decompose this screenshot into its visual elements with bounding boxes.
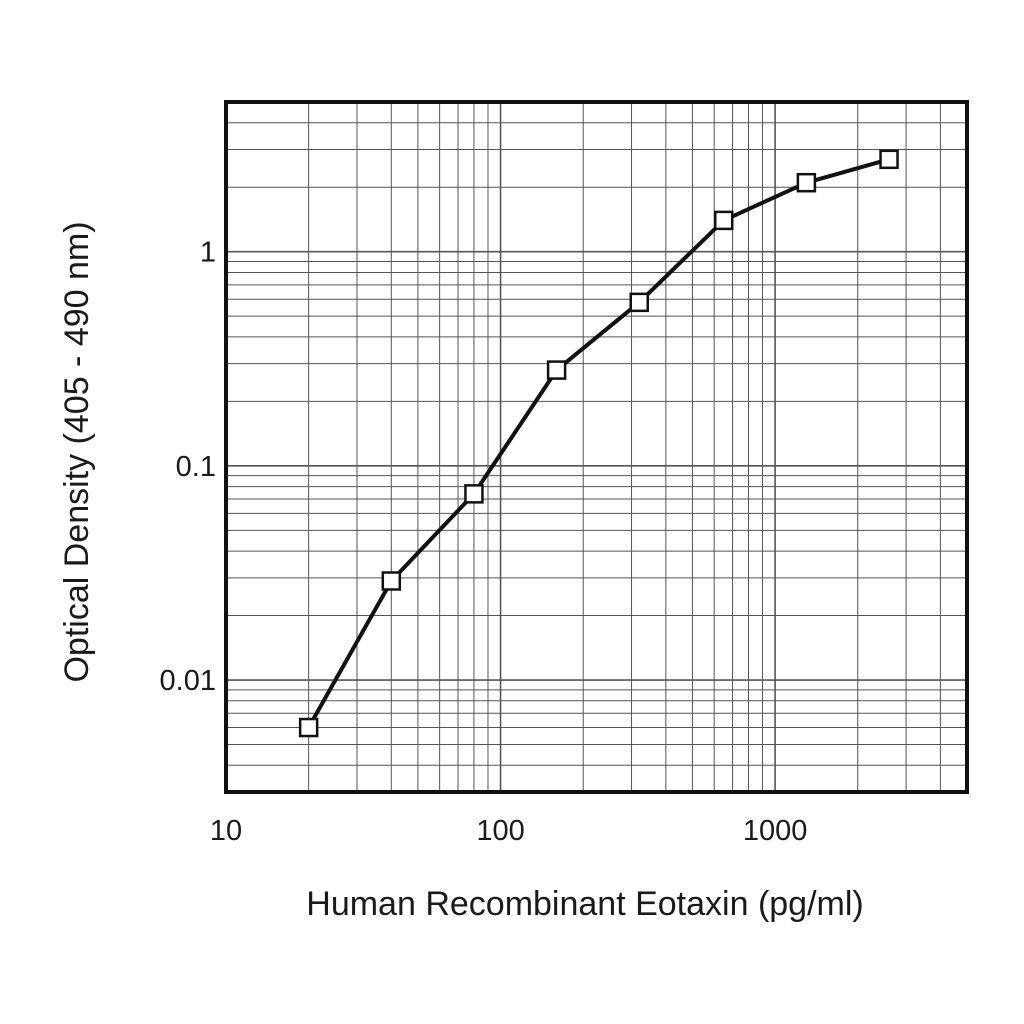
x-tick-label: 1000 xyxy=(743,815,808,847)
series-line xyxy=(306,157,890,729)
data-point xyxy=(629,292,649,313)
series-layer xyxy=(298,149,899,738)
data-point xyxy=(546,360,567,380)
data-point xyxy=(879,149,899,170)
y-tick-label: 0.01 xyxy=(160,665,216,697)
x-tick-labels: 10 100 1000 xyxy=(210,815,807,847)
x-axis-label: Human Recombinant Eotaxin (pg/ml) xyxy=(306,885,863,923)
data-point xyxy=(298,717,319,738)
data-point xyxy=(464,484,484,504)
grid xyxy=(226,102,967,792)
y-tick-label: 1 xyxy=(200,237,216,269)
data-point xyxy=(381,571,402,591)
y-axis-label: Optical Density (405 - 490 nm) xyxy=(58,221,96,682)
x-tick-label: 100 xyxy=(476,815,524,847)
data-point xyxy=(713,210,734,231)
x-tick-label: 10 xyxy=(210,815,242,847)
plot-frame xyxy=(224,100,969,794)
y-tick-labels: 0.01 0.1 1 xyxy=(160,237,216,697)
y-tick-label: 0.1 xyxy=(176,451,216,483)
data-point xyxy=(796,172,817,193)
